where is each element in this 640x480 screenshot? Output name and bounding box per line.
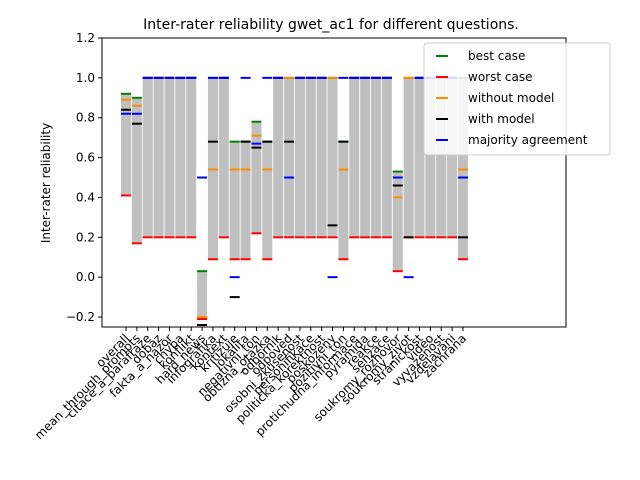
y-axis: −0.2 0.0 0.2 0.4 0.6 0.8 1.0 1.2 — [66, 31, 102, 324]
range-bar — [338, 141, 349, 260]
range-bar — [305, 77, 316, 238]
range-bar — [403, 77, 414, 238]
legend-label: without model — [468, 91, 554, 105]
x-axis: overallmean_through_promptscitace_a_para… — [32, 327, 469, 442]
range-bar — [436, 77, 447, 238]
range-bar — [381, 77, 392, 238]
legend-label: best case — [468, 49, 525, 63]
plot-bars — [121, 77, 468, 320]
range-bar — [273, 77, 284, 238]
y-axis-label: Inter-rater reliability — [39, 123, 53, 243]
legend-label: with model — [468, 112, 535, 126]
plot-marks — [121, 76, 468, 327]
legend: best case worst case without model with mod… — [423, 42, 611, 156]
range-bar — [197, 271, 208, 320]
y-tick-label: 0.6 — [76, 151, 95, 165]
range-bar — [414, 77, 425, 238]
range-bar — [316, 77, 327, 238]
range-bar — [153, 77, 164, 238]
range-bar — [349, 77, 360, 238]
y-tick-label: 0.4 — [76, 190, 95, 204]
range-bar — [360, 77, 371, 238]
range-bar — [327, 77, 338, 238]
range-bar — [447, 77, 458, 238]
range-bar — [121, 93, 131, 196]
y-tick-label: −0.2 — [66, 310, 95, 324]
y-tick-label: 1.0 — [76, 71, 95, 85]
range-bar — [175, 77, 186, 238]
legend-label: worst case — [468, 70, 532, 84]
range-bar — [142, 77, 153, 238]
range-bar — [392, 171, 403, 272]
range-bar — [284, 77, 295, 238]
range-bar — [164, 77, 175, 238]
legend-label: majority agreement — [468, 133, 588, 147]
range-bar — [262, 141, 273, 260]
range-bar — [425, 77, 436, 238]
y-tick-label: 0.8 — [76, 111, 95, 125]
y-tick-label: 0.0 — [76, 270, 95, 284]
y-tick-label: 1.2 — [76, 31, 95, 45]
legend-box — [423, 42, 611, 156]
range-bar — [186, 77, 197, 238]
range-bar — [240, 141, 251, 260]
range-bar — [251, 121, 262, 234]
plot-frame — [101, 37, 567, 328]
range-bar — [229, 141, 240, 260]
range-bar — [294, 77, 305, 238]
range-bar — [131, 97, 142, 244]
chart-title: Inter-rater reliability gwet_ac1 for dif… — [143, 17, 519, 33]
range-bar — [371, 77, 382, 238]
y-tick-label: 0.2 — [76, 230, 95, 244]
range-bar — [218, 77, 229, 238]
